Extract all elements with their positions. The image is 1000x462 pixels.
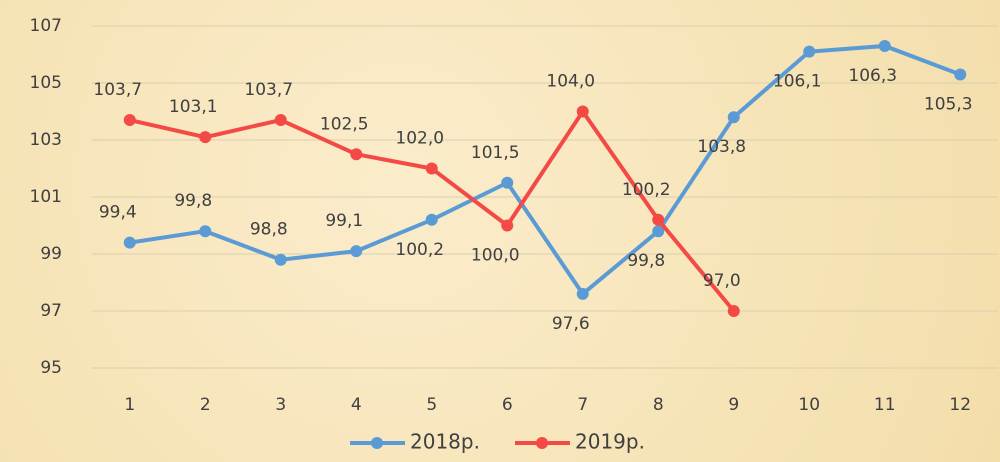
x-tick-label: 11 bbox=[874, 395, 896, 415]
data-point bbox=[274, 253, 287, 266]
legend-marker bbox=[536, 437, 548, 449]
data-label: 105,3 bbox=[924, 94, 973, 114]
data-point bbox=[501, 176, 514, 189]
legend-label: 2018р. bbox=[410, 430, 480, 454]
data-point bbox=[652, 225, 665, 238]
data-point bbox=[501, 219, 514, 232]
data-label: 97,6 bbox=[552, 314, 590, 334]
data-point bbox=[652, 213, 665, 226]
data-label: 106,3 bbox=[848, 66, 897, 86]
data-point bbox=[727, 111, 740, 124]
data-label: 100,2 bbox=[622, 180, 671, 200]
data-point bbox=[274, 114, 287, 127]
data-point bbox=[576, 287, 589, 300]
data-label: 103,7 bbox=[244, 80, 293, 100]
y-tick-label: 95 bbox=[40, 358, 62, 378]
x-tick-label: 2 bbox=[200, 395, 211, 415]
x-tick-label: 4 bbox=[351, 395, 362, 415]
data-point bbox=[954, 68, 967, 81]
y-tick-label: 107 bbox=[30, 16, 62, 36]
data-point bbox=[425, 162, 438, 175]
data-label: 100,2 bbox=[395, 240, 444, 260]
data-point bbox=[123, 114, 136, 127]
data-point bbox=[425, 213, 438, 226]
data-label: 99,1 bbox=[325, 211, 363, 231]
y-tick-label: 97 bbox=[40, 301, 62, 321]
data-label: 102,5 bbox=[320, 114, 369, 134]
x-tick-label: 7 bbox=[577, 395, 588, 415]
y-tick-label: 103 bbox=[30, 130, 62, 150]
data-point bbox=[199, 131, 212, 144]
data-point bbox=[350, 148, 363, 161]
y-tick-label: 101 bbox=[30, 187, 62, 207]
series-line bbox=[129, 43, 961, 297]
data-point bbox=[199, 225, 212, 238]
legend-marker bbox=[371, 437, 383, 449]
x-tick-label: 9 bbox=[728, 395, 739, 415]
data-label: 99,4 bbox=[99, 203, 137, 223]
data-label: 102,0 bbox=[395, 129, 444, 149]
data-label: 100,0 bbox=[471, 246, 520, 266]
data-label: 98,8 bbox=[250, 220, 288, 240]
y-tick-label: 99 bbox=[40, 244, 62, 264]
data-label: 99,8 bbox=[627, 251, 665, 271]
data-label: 104,0 bbox=[546, 72, 595, 92]
data-label: 103,7 bbox=[93, 80, 142, 100]
data-label: 101,5 bbox=[471, 143, 520, 163]
data-point bbox=[803, 45, 816, 58]
data-point bbox=[350, 245, 363, 258]
x-tick-label: 10 bbox=[798, 395, 820, 415]
data-label: 103,8 bbox=[697, 137, 746, 157]
data-label: 97,0 bbox=[703, 271, 741, 291]
x-tick-label: 3 bbox=[275, 395, 286, 415]
y-tick-label: 105 bbox=[30, 73, 62, 93]
x-tick-label: 5 bbox=[426, 395, 437, 415]
x-tick-label: 8 bbox=[653, 395, 664, 415]
data-label: 106,1 bbox=[773, 72, 822, 92]
data-point bbox=[576, 105, 589, 118]
legend-label: 2019р. bbox=[575, 430, 645, 454]
data-label: 103,1 bbox=[169, 97, 218, 117]
x-tick-label: 1 bbox=[124, 395, 135, 415]
data-point bbox=[878, 39, 891, 52]
data-point bbox=[727, 305, 740, 317]
data-label: 99,8 bbox=[174, 191, 212, 211]
x-tick-label: 12 bbox=[949, 395, 971, 415]
x-tick-label: 6 bbox=[502, 395, 513, 415]
data-point bbox=[123, 236, 136, 249]
